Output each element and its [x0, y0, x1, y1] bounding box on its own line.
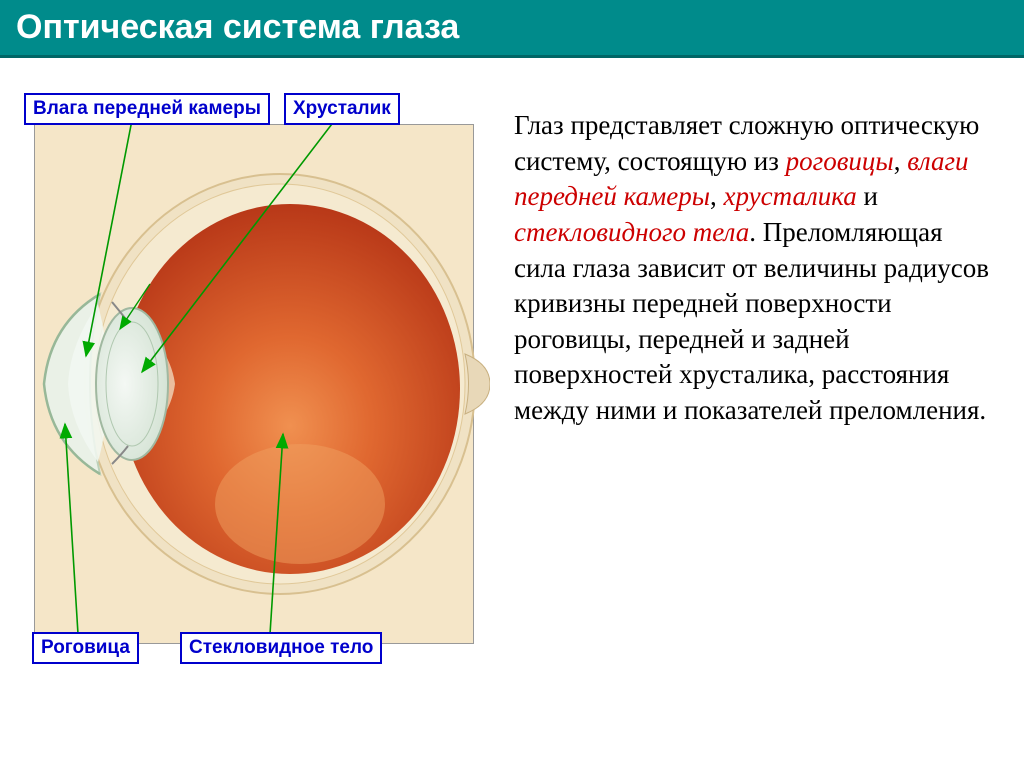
label-anterior-chamber: Влага передней камеры [24, 93, 270, 125]
label-anterior-chamber-text: Влага передней камеры [33, 98, 261, 119]
label-lens-text: Хрусталик [293, 98, 391, 119]
vitreous-highlight [215, 444, 385, 564]
sep1: , [894, 146, 908, 176]
page-title: Оптическая система глаза [16, 8, 459, 46]
label-cornea: Роговица [32, 632, 139, 664]
eye-diagram: Влага передней камеры Хрусталик Роговица… [20, 104, 490, 659]
highlight-cornea: роговицы [786, 146, 894, 176]
eye-anatomy-svg [20, 104, 490, 659]
label-vitreous-text: Стекловидное тело [189, 637, 373, 658]
highlight-lens: хрусталика [724, 181, 857, 211]
sep3: и [857, 181, 878, 211]
body-p1-post: . [749, 217, 756, 247]
lens [96, 308, 168, 460]
page-header: Оптическая система глаза [0, 0, 1024, 58]
label-cornea-text: Роговица [41, 637, 130, 658]
label-vitreous: Стекловидное тело [180, 632, 382, 664]
highlight-vitreous: стекловидного тела [514, 217, 749, 247]
body-p2: Преломляющая сила глаза зависит от велич… [514, 217, 989, 425]
sep2: , [710, 181, 724, 211]
optic-nerve [465, 354, 490, 414]
description-text: Глаз представляет сложную оптическую сис… [514, 104, 1004, 659]
label-lens: Хрусталик [284, 93, 400, 125]
content-area: Влага передней камеры Хрусталик Роговица… [0, 58, 1024, 679]
